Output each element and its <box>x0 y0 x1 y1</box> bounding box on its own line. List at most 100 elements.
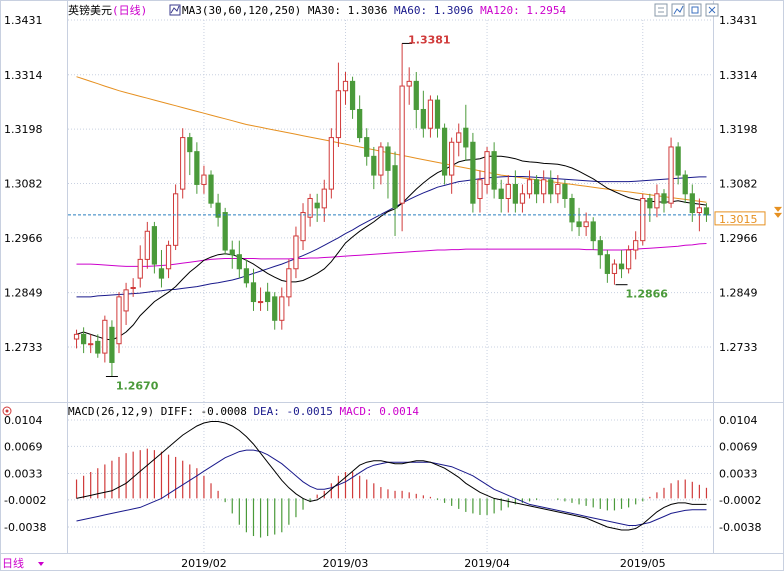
annotation-high-label: 1.3381 <box>408 33 450 46</box>
candle <box>137 245 143 288</box>
close-icon[interactable] <box>705 3 719 17</box>
candle <box>80 327 87 354</box>
restore-icon[interactable] <box>688 3 702 17</box>
candle <box>498 179 504 213</box>
candle <box>243 259 250 288</box>
candle <box>109 320 115 377</box>
candle-body <box>434 99 441 129</box>
candle <box>682 170 688 204</box>
axis-labels: 1.3431 1.3431 1.3314 1.3314 1.3198 1.3198 1.30… <box>4 14 761 570</box>
candle-body <box>137 258 143 279</box>
candle <box>668 137 674 208</box>
candle <box>647 193 653 222</box>
candle <box>123 282 129 325</box>
price-tick-label-left: 1.3431 <box>4 14 43 27</box>
candle-body <box>95 340 101 354</box>
candle <box>293 226 299 279</box>
candle-body <box>300 212 306 242</box>
date-tick-label: 2019/05 <box>620 557 666 570</box>
candle-body <box>123 289 129 312</box>
candle <box>434 95 441 138</box>
candle <box>144 221 150 269</box>
candle-body <box>257 301 264 304</box>
macd-settings-icon[interactable] <box>2 406 12 416</box>
price-tick-label-left: 1.3082 <box>4 178 43 191</box>
price-tick-label-right: 1.3082 <box>719 178 758 191</box>
candle-body <box>321 188 327 209</box>
candle-body <box>512 183 518 204</box>
candle <box>116 292 122 354</box>
price-tick-label-left: 1.2849 <box>4 287 43 300</box>
candle <box>597 235 603 269</box>
candle <box>250 268 257 311</box>
candle-body <box>477 179 483 199</box>
candle-body <box>562 183 568 199</box>
candle <box>151 221 158 274</box>
candle-body <box>307 197 313 218</box>
candle <box>505 175 511 213</box>
macd-pane <box>75 421 708 538</box>
candle <box>420 90 426 138</box>
candle-body <box>682 174 688 195</box>
candle-body <box>456 132 462 143</box>
candle <box>654 184 660 218</box>
candle <box>88 334 94 354</box>
candle-body <box>201 174 207 185</box>
candle <box>349 76 356 119</box>
chart-type-icon[interactable] <box>671 3 685 17</box>
macd-value: MACD: 0.0014 <box>340 405 420 418</box>
ma-params: MA3(30,60,120,250) <box>182 4 301 17</box>
candle-body <box>689 193 695 214</box>
candle-body <box>668 146 674 204</box>
macd-tick-label-right: 0.0104 <box>719 414 758 427</box>
candle <box>399 43 405 232</box>
current-price-label: 1.3015 <box>719 213 758 226</box>
candles <box>73 43 710 377</box>
macd-tick-label-right: -0.0038 <box>719 521 761 534</box>
ma-legend: MA3(30,60,120,250) MA30: 1.3036 MA60: 1.… <box>182 4 567 17</box>
price-tick-label-left: 1.3198 <box>4 123 43 136</box>
candle <box>463 104 469 162</box>
candle <box>703 203 710 222</box>
grid <box>68 19 713 553</box>
candle <box>335 62 342 147</box>
candle-body <box>349 80 356 110</box>
footer-period-label[interactable]: 日线 <box>2 556 24 570</box>
candle-body <box>378 146 384 176</box>
candle <box>272 292 278 330</box>
candle-body <box>611 263 618 274</box>
symbol-title: 英镑美元(日线) <box>68 3 147 17</box>
candle <box>519 184 526 213</box>
candle-body <box>158 268 165 279</box>
ma60-value: MA60: 1.3096 <box>394 4 473 17</box>
candle-body <box>696 207 703 214</box>
candle <box>618 250 625 279</box>
price-annotations: 1.3381 1.2670 1.2866 <box>105 33 668 393</box>
candle-body <box>583 221 589 228</box>
candle <box>328 128 334 199</box>
candle-body <box>597 240 603 256</box>
candle-body <box>654 193 660 209</box>
candle <box>590 217 596 251</box>
candle-body <box>406 80 412 87</box>
candle-body <box>357 108 363 139</box>
candle <box>675 142 681 185</box>
footer-period-dropdown-icon[interactable] <box>38 562 44 566</box>
candle <box>569 193 575 232</box>
candle-body <box>541 179 547 195</box>
candle-body <box>625 249 632 270</box>
chart-settings-icon[interactable] <box>654 3 668 17</box>
candle <box>456 123 462 157</box>
candle <box>512 170 518 213</box>
candle-body <box>640 197 646 242</box>
ma-legend-icon-line <box>170 5 180 14</box>
candle <box>689 184 695 222</box>
candle-body <box>703 207 710 216</box>
date-tick-label: 2019/02 <box>181 557 227 570</box>
macd-tick-label-left: 0.0104 <box>4 414 43 427</box>
macd-tick-label-right: -0.0002 <box>719 494 761 507</box>
candle-body <box>265 291 271 303</box>
candle-body <box>215 202 221 218</box>
macd-params: MACD(26,12,9) <box>68 405 154 418</box>
